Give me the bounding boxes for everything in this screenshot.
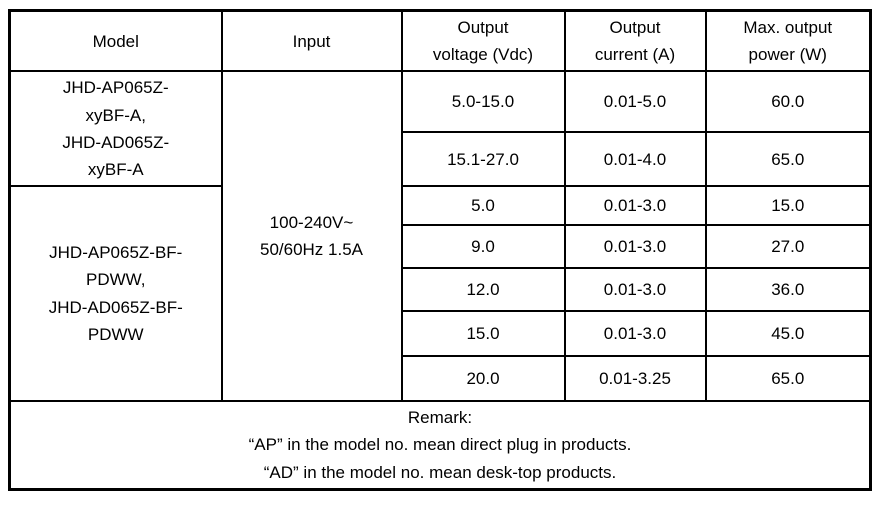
power-cell: 45.0 <box>704 310 872 358</box>
remark-row: Remark: “AP” in the model no. mean direc… <box>8 400 872 491</box>
remark-line-ad: “AD” in the model no. mean desk-top prod… <box>263 462 617 482</box>
voltage-cell: 20.0 <box>400 355 566 403</box>
voltage-cell: 5.0 <box>400 185 566 227</box>
table-row: 20.0 0.01-3.25 65.0 <box>10 355 872 403</box>
current-cell: 0.01-4.0 <box>563 131 707 188</box>
table-row: 12.0 0.01-3.0 36.0 <box>10 267 872 313</box>
table-row: JHD-AP065Z- xyBF-A, JHD-AD065Z- xyBF-A 1… <box>8 70 872 403</box>
remark-line-ap: “AP” in the model no. mean direct plug i… <box>248 435 632 455</box>
current-cell: 0.01-3.0 <box>563 310 707 358</box>
current-cell: 0.01-3.0 <box>563 267 707 313</box>
table-row: 9.0 0.01-3.0 27.0 <box>10 224 872 270</box>
spec-table: Model Input Output voltage (Vdc) Output … <box>8 9 872 491</box>
voltage-cell: 15.1-27.0 <box>400 131 566 188</box>
col-header-output-current: Output current (A) <box>563 9 707 73</box>
power-cell: 27.0 <box>704 224 872 270</box>
power-cell: 15.0 <box>704 185 872 227</box>
col-header-input: Input <box>220 9 403 73</box>
header-row: Model Input Output voltage (Vdc) Output … <box>8 9 872 73</box>
remark-title: Remark: <box>407 408 473 428</box>
table-row: JHD-AP065Z-BF- PDWW, JHD-AD065Z-BF- PDWW… <box>8 185 872 403</box>
current-cell: 0.01-3.0 <box>563 224 707 270</box>
model-group-2-cell: JHD-AP065Z-BF- PDWW, JHD-AD065Z-BF- PDWW <box>8 185 223 403</box>
col-header-model: Model <box>8 9 223 73</box>
model-group-1-cell: JHD-AP065Z- xyBF-A, JHD-AD065Z- xyBF-A <box>8 70 223 188</box>
col-header-output-voltage: Output voltage (Vdc) <box>400 9 566 73</box>
table-row: 15.0 0.01-3.0 45.0 <box>10 310 872 358</box>
current-cell: 0.01-5.0 <box>563 70 707 134</box>
voltage-cell: 5.0-15.0 <box>400 70 566 134</box>
voltage-cell: 15.0 <box>400 310 566 358</box>
table-row: 15.1-27.0 0.01-4.0 65.0 <box>10 131 872 188</box>
power-cell: 65.0 <box>704 355 872 403</box>
power-cell: 65.0 <box>704 131 872 188</box>
col-header-max-output-power: Max. output power (W) <box>704 9 872 73</box>
power-cell: 60.0 <box>704 70 872 134</box>
voltage-cell: 9.0 <box>400 224 566 270</box>
power-cell: 36.0 <box>704 267 872 313</box>
input-cell: 100-240V~ 50/60Hz 1.5A <box>220 70 403 403</box>
current-cell: 0.01-3.0 <box>563 185 707 227</box>
remark-cell: Remark: “AP” in the model no. mean direc… <box>8 400 872 491</box>
current-cell: 0.01-3.25 <box>563 355 707 403</box>
voltage-cell: 12.0 <box>400 267 566 313</box>
